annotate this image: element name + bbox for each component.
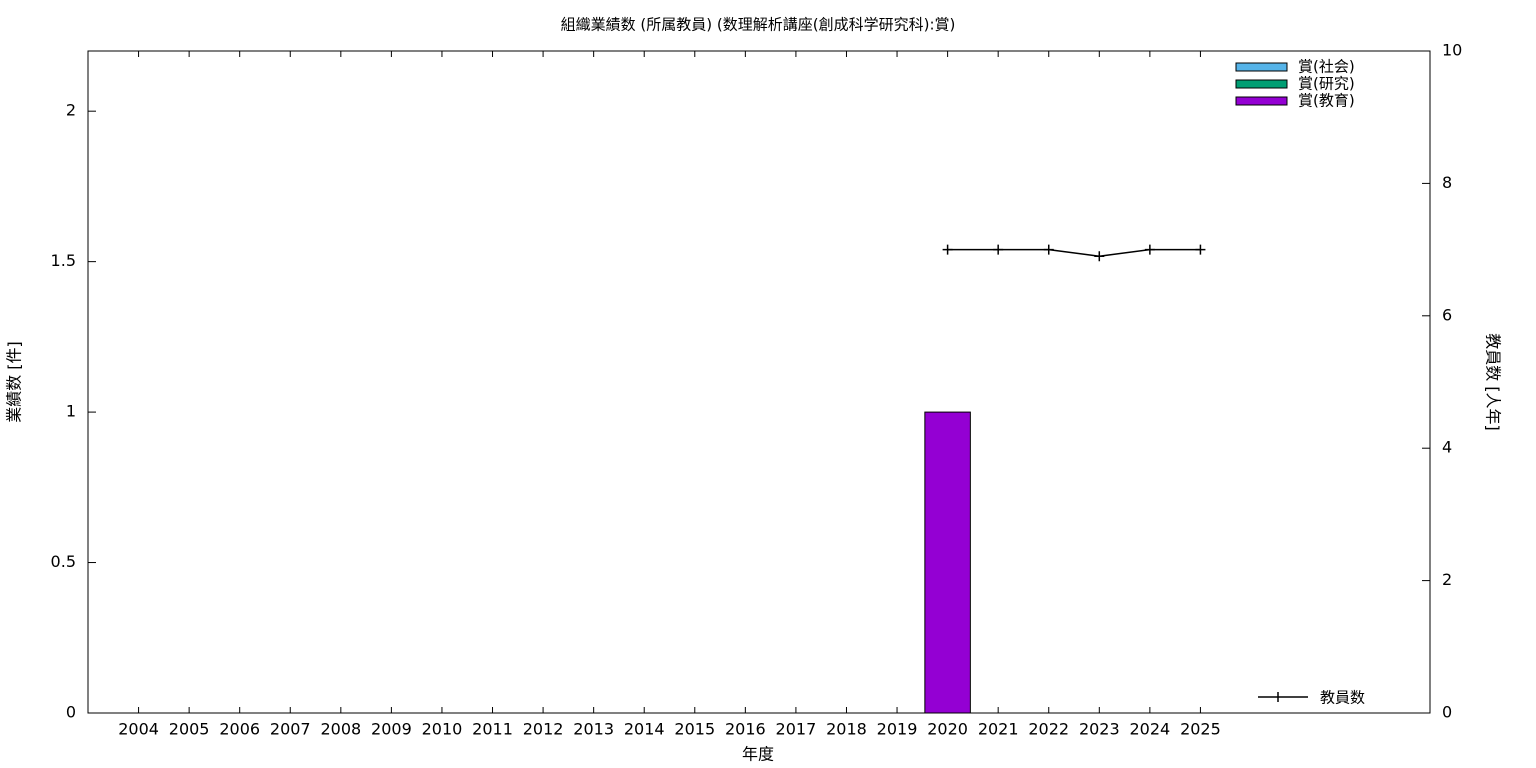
y2-tick-label: 2 [1442,570,1452,589]
point [993,244,1004,255]
x-tick-label: 2011 [472,720,513,739]
y2-tick-label: 6 [1442,305,1452,324]
x-axis-label: 年度 [742,745,774,764]
point [942,244,953,255]
y2-tick-label: 0 [1442,703,1452,722]
x-tick-label: 2010 [422,720,463,739]
legend-label: 教員数 [1320,689,1365,707]
point [1043,244,1054,255]
legend-swatch [1235,79,1288,89]
legend-label: 賞(教育) [1298,92,1355,110]
y2-axis-label: 教員数 [人年] [1484,333,1503,431]
x-tick-label: 2012 [523,720,564,739]
legend-swatch [1235,96,1288,106]
legend-label: 賞(研究) [1298,75,1355,93]
y-axis-label: 業績数 [件] [5,341,24,423]
x-tick-label: 2018 [826,720,867,739]
y-tick-label: 1 [66,402,76,421]
bar [924,411,971,714]
x-tick-label: 2007 [270,720,311,739]
x-tick-label: 2020 [927,720,968,739]
point [1144,244,1155,255]
x-tick-label: 2006 [219,720,260,739]
x-tick-label: 2022 [1028,720,1069,739]
x-tick-label: 2008 [320,720,361,739]
x-tick-label: 2004 [118,720,159,739]
y-tick-label: 0 [66,703,76,722]
x-tick-label: 2017 [776,720,817,739]
x-tick-label: 2014 [624,720,665,739]
x-tick-label: 2015 [674,720,715,739]
x-tick-label: 2023 [1079,720,1120,739]
y-tick-label: 1.5 [51,251,76,270]
x-tick-label: 2009 [371,720,412,739]
y2-tick-label: 4 [1442,438,1452,457]
legend-label: 賞(社会) [1298,58,1355,76]
chart-title: 組織業績数 (所属教員) (数理解析講座(創成科学研究科):賞) [561,16,956,34]
x-tick-label: 2016 [725,720,766,739]
x-tick-label: 2021 [978,720,1019,739]
x-tick-label: 2024 [1130,720,1171,739]
plot-frame [87,50,1431,714]
y-tick-label: 2 [66,101,76,120]
point [1195,244,1206,255]
x-tick-label: 2005 [169,720,210,739]
y-tick-label: 0.5 [51,552,76,571]
x-tick-label: 2013 [573,720,614,739]
line [947,248,1201,257]
x-tick-label: 2025 [1180,720,1221,739]
x-tick-label: 2019 [877,720,918,739]
y2-tick-label: 10 [1442,41,1462,60]
legend-swatch [1235,62,1288,72]
point [1094,251,1105,262]
y2-tick-label: 8 [1442,173,1452,192]
